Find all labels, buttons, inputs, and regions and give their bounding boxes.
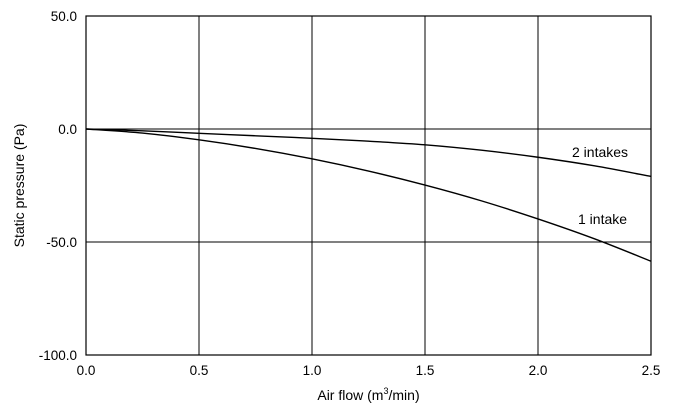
- y-tick-label-1: 0.0: [58, 122, 77, 137]
- x-tick-label-5: 2.5: [642, 363, 661, 378]
- series-line-0: [85, 128, 652, 178]
- x-axis-label-prefix: Air flow (m: [317, 387, 383, 403]
- x-tick-label-1: 0.5: [190, 363, 209, 378]
- x-axis-label: Air flow (m3/min): [317, 386, 419, 403]
- x-tick-label-3: 1.5: [416, 363, 435, 378]
- x-tick-label-0: 0.0: [77, 363, 96, 378]
- x-tick-label-2: 1.0: [303, 363, 322, 378]
- series-label-1: 1 intake: [578, 211, 627, 227]
- x-tick-label-4: 2.0: [529, 363, 548, 378]
- series-label-0: 2 intakes: [572, 144, 628, 160]
- y-tick-label-3: -100.0: [39, 348, 77, 363]
- x-axis-label-superscript: 3: [383, 386, 388, 396]
- y-tick-label-2: -50.0: [46, 235, 77, 250]
- x-tick-labels: 0.0 0.5 1.0 1.5 2.0 2.5: [77, 363, 661, 378]
- series-line-1: [85, 128, 652, 262]
- series-curves: [85, 128, 652, 262]
- x-axis-label-suffix: /min): [389, 387, 420, 403]
- y-tick-labels: 50.0 0.0 -50.0 -100.0: [39, 9, 77, 363]
- y-axis-label: Static pressure (Pa): [11, 124, 27, 248]
- plot-frame: [85, 15, 652, 356]
- series-labels: 2 intakes 1 intake: [572, 144, 628, 227]
- grid-lines: [86, 16, 651, 355]
- y-tick-label-0: 50.0: [51, 9, 77, 24]
